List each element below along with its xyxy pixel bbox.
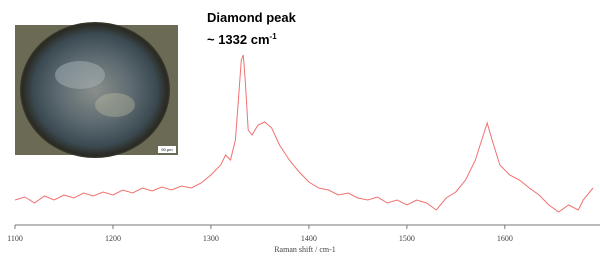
annotation-superscript: -1 bbox=[270, 32, 278, 41]
x-tick-label: 1500 bbox=[399, 234, 415, 243]
x-tick-label: 1300 bbox=[203, 234, 219, 243]
scale-label: 50 µm bbox=[161, 147, 173, 152]
annotation: ~ 1332 cm-1 bbox=[207, 32, 277, 47]
x-tick-label: 1200 bbox=[105, 234, 121, 243]
x-tick-label: 1400 bbox=[301, 234, 317, 243]
inset-photo: 50 µm bbox=[15, 22, 178, 158]
x-tick-label: 1100 bbox=[7, 234, 23, 243]
annotation: Diamond peak bbox=[207, 10, 297, 25]
photo-specimen bbox=[20, 22, 170, 158]
x-axis-label: Raman shift / cm-1 bbox=[274, 245, 336, 254]
chart: 50 µm Diamond peak ~ 1332 cm-1 Raman shi… bbox=[0, 0, 600, 256]
annotation-text: ~ 1332 cm bbox=[207, 32, 270, 47]
photo-highlight bbox=[95, 93, 135, 117]
photo-highlight bbox=[55, 61, 105, 89]
x-tick-label: 1600 bbox=[497, 234, 513, 243]
